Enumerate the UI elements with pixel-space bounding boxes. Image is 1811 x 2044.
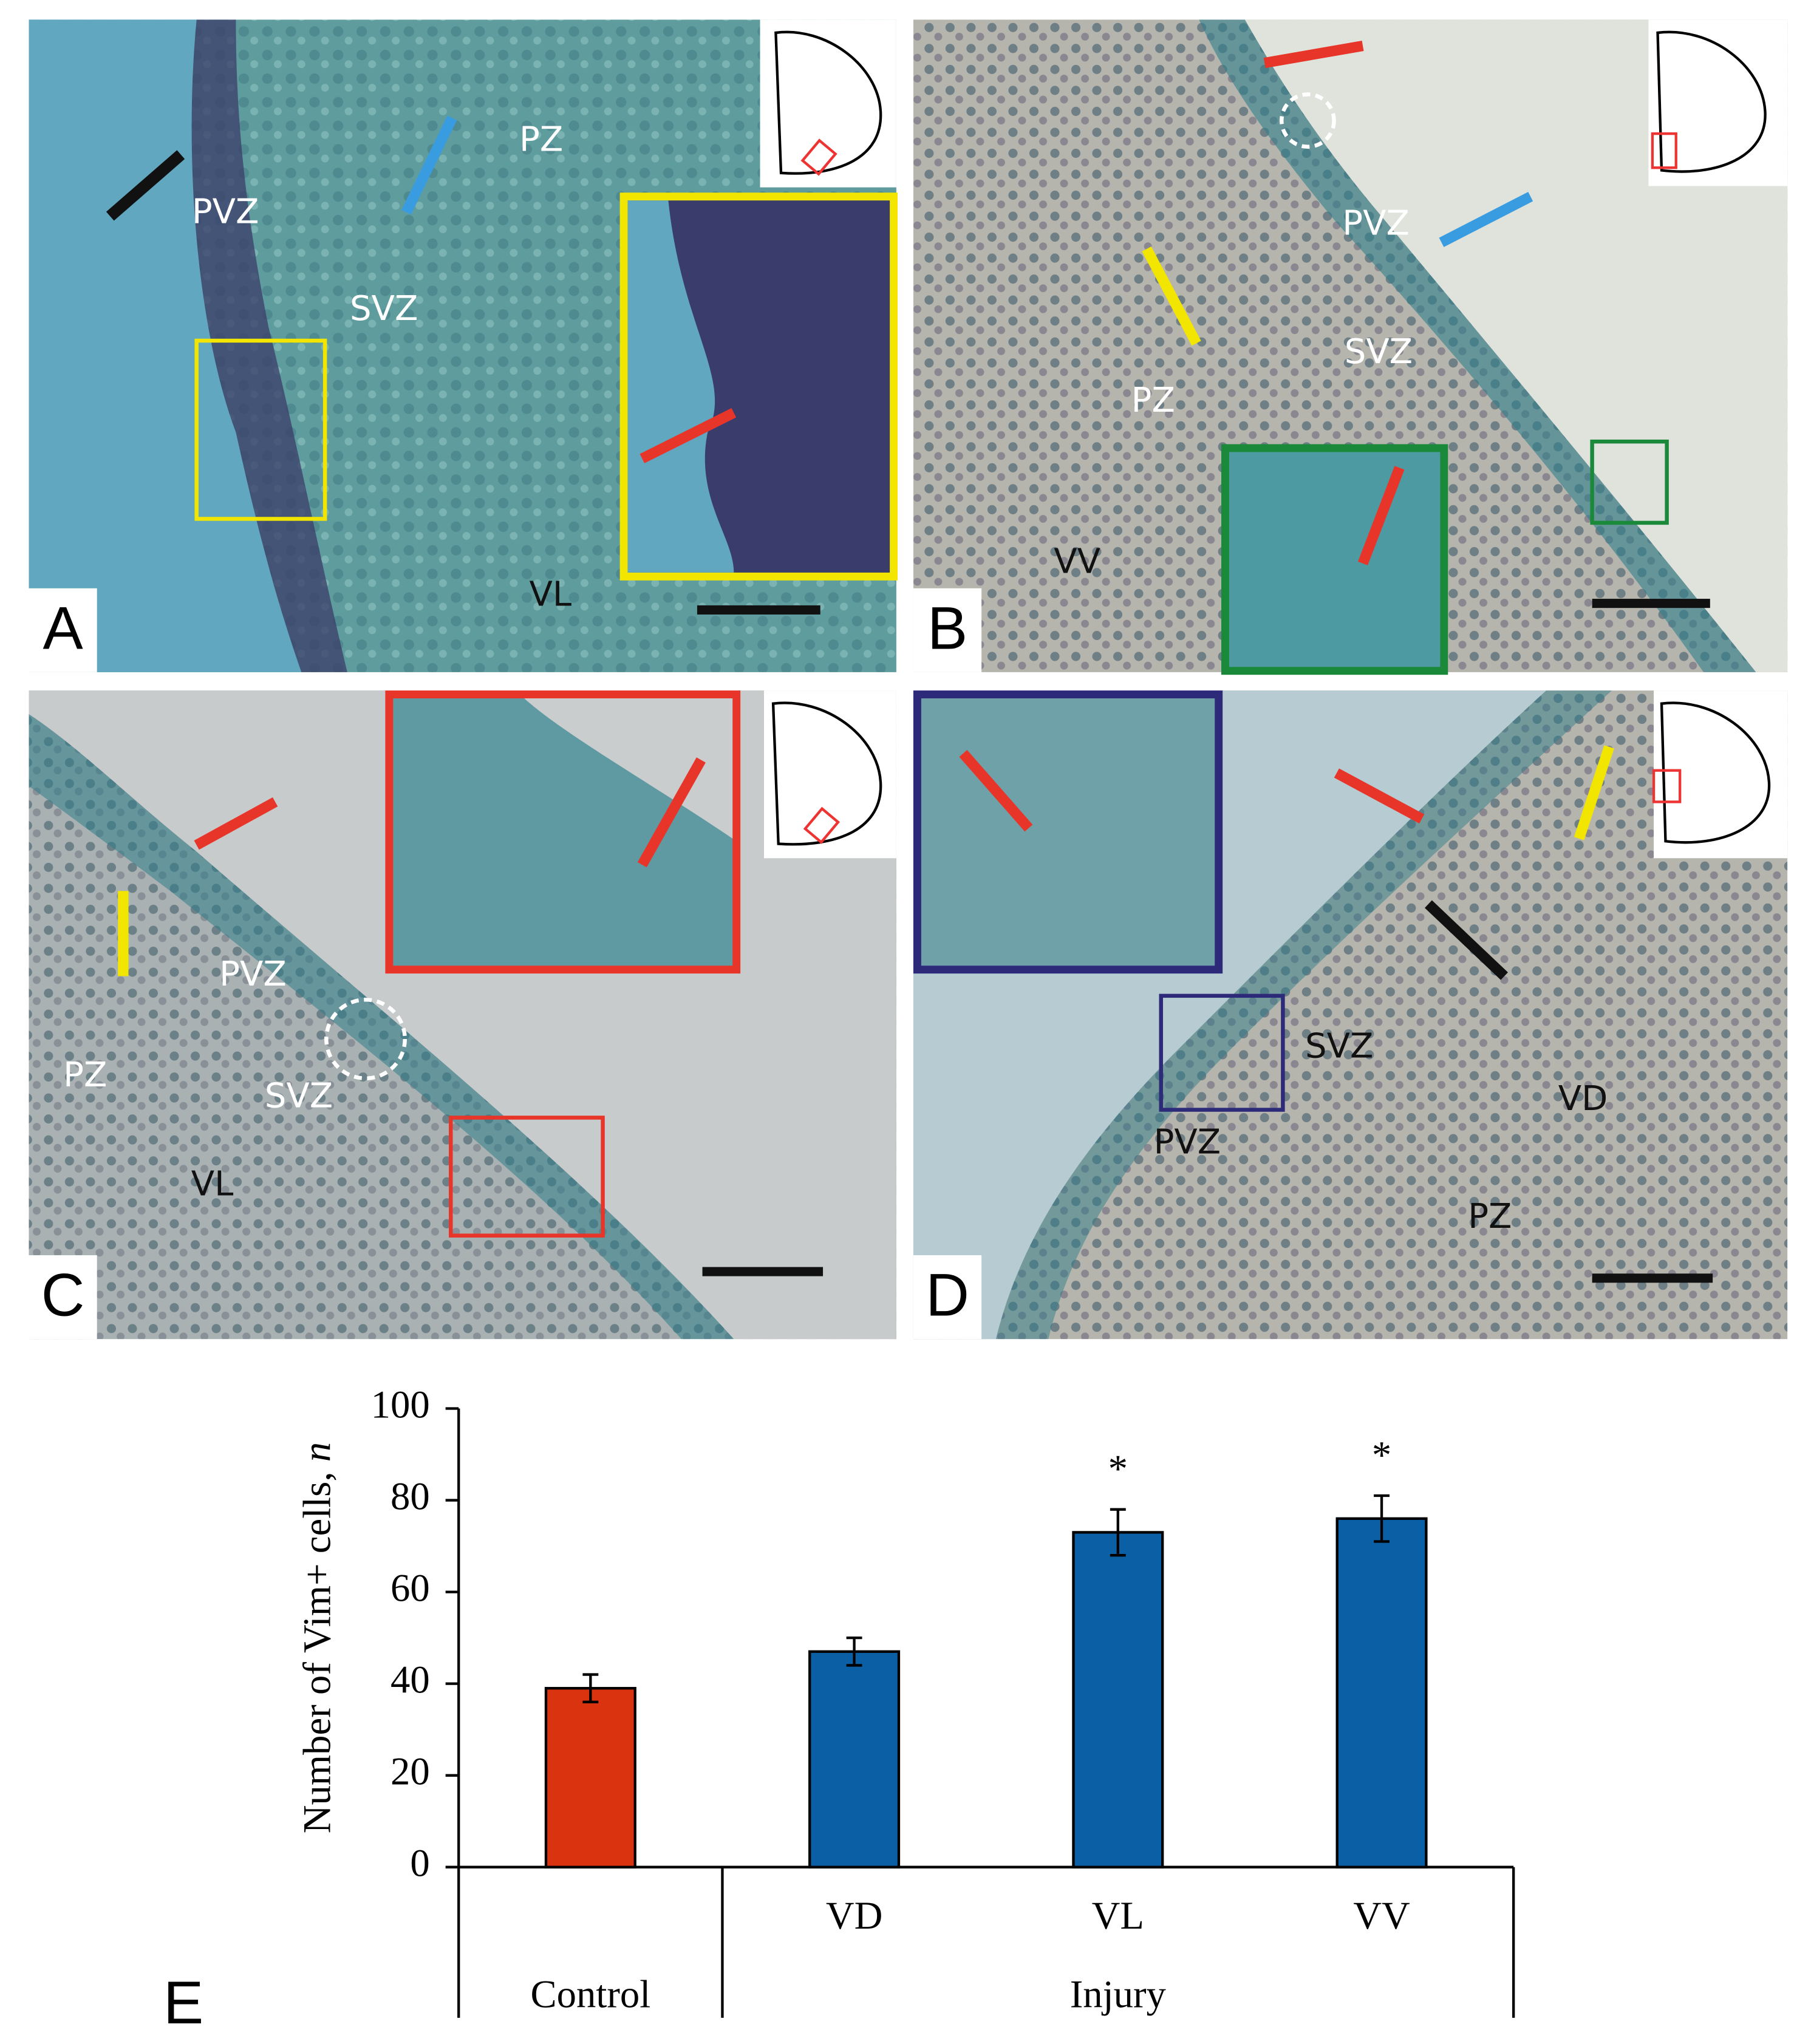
error-bar <box>1110 1508 1126 1557</box>
group-label: Injury <box>1070 1972 1167 2016</box>
brain-outline <box>774 30 882 175</box>
arrow <box>194 797 278 850</box>
scale-bar <box>702 1267 824 1276</box>
bar <box>544 1687 636 1869</box>
arrow <box>106 150 185 221</box>
inset-ventricle <box>627 200 734 573</box>
region-label: PZ <box>63 1055 107 1095</box>
scale-bar <box>1592 1273 1713 1283</box>
panel-letter: C <box>41 1262 85 1329</box>
region-label: VL <box>191 1164 234 1204</box>
region-label: PVZ <box>1154 1122 1221 1162</box>
panel-letter: D <box>926 1262 969 1329</box>
arrow <box>1357 466 1405 565</box>
layer <box>29 714 734 1340</box>
y-tick-label: 100 <box>371 1383 430 1426</box>
arrow <box>1439 191 1533 247</box>
y-axis-label: Number of Vim+ cells, n <box>296 1442 339 1833</box>
y-tick-label: 0 <box>410 1842 429 1886</box>
bar <box>808 1650 901 1869</box>
roi-box <box>194 338 327 521</box>
region-label: VD <box>1558 1079 1608 1119</box>
roi-box <box>449 1116 605 1238</box>
y-axis-label-italic: n <box>296 1442 339 1462</box>
letter-box <box>913 1255 982 1340</box>
letter-box <box>29 588 97 672</box>
region-marker <box>1651 132 1677 169</box>
significance: * <box>1108 1447 1128 1491</box>
letter-box <box>29 1255 97 1340</box>
region-label: SVZ <box>1345 332 1413 372</box>
arrow <box>1263 41 1364 69</box>
micrographs <box>29 19 1788 1340</box>
arrow <box>1334 768 1425 824</box>
region-label: SVZ <box>1305 1027 1373 1066</box>
x-tick-label: VV <box>1353 1894 1410 1938</box>
arrow <box>1574 745 1614 840</box>
y-tick-label: 40 <box>391 1658 430 1702</box>
roi-box <box>1590 439 1669 525</box>
dashed-circle <box>324 998 407 1081</box>
y-tick-label: 60 <box>391 1566 430 1610</box>
outline-box <box>760 19 896 188</box>
inset <box>1221 444 1448 675</box>
region-marker <box>1652 769 1682 803</box>
arrow <box>959 749 1033 832</box>
y-tick-label: 80 <box>391 1474 430 1518</box>
layer <box>995 690 1612 1340</box>
inset <box>913 690 1223 974</box>
group-label: Control <box>530 1972 650 2016</box>
scale-bar <box>697 605 820 615</box>
region-label: VV <box>1054 542 1100 581</box>
arrow <box>401 115 457 215</box>
region-label: PVZ <box>1342 204 1410 244</box>
layer <box>1199 19 1756 672</box>
scale-bar <box>1592 599 1710 608</box>
region-label: PVZ <box>192 192 259 231</box>
region-label: PZ <box>1131 381 1175 420</box>
error-bar <box>846 1636 862 1667</box>
inset-ventricle <box>393 698 733 839</box>
region-label: PVZ <box>219 955 287 994</box>
region-marker <box>803 806 841 845</box>
region-label: PZ <box>519 120 563 160</box>
x-tick-label: VD <box>826 1894 882 1938</box>
significance: * <box>1372 1433 1391 1477</box>
outline-box <box>1654 690 1788 859</box>
arrow <box>639 407 737 463</box>
dashed-circle <box>1280 92 1336 149</box>
y-axis-label-text: Number of Vim+ cells, <box>296 1471 339 1833</box>
region-label: VL <box>529 574 571 614</box>
brain-outline <box>1656 30 1767 173</box>
region-marker <box>800 138 837 176</box>
region-label: SVZ <box>350 289 418 329</box>
letter-box <box>913 588 982 672</box>
ventricle <box>29 19 302 672</box>
region-label: PZ <box>1468 1197 1512 1236</box>
layer <box>191 19 347 672</box>
error-bar <box>582 1673 599 1703</box>
bar <box>1335 1517 1428 1869</box>
arrow <box>637 757 706 868</box>
bar <box>1072 1531 1164 1869</box>
panel-letter: B <box>927 594 967 662</box>
arrow <box>1142 246 1201 346</box>
region-label: SVZ <box>265 1077 333 1116</box>
arrow <box>1424 900 1509 980</box>
error-bar <box>1374 1494 1390 1543</box>
panel-letter: E <box>163 1969 203 2037</box>
brain-outline <box>1660 701 1771 844</box>
x-tick-label: VL <box>1092 1894 1144 1938</box>
panel-letter: A <box>43 594 83 662</box>
roi-box <box>1159 993 1285 1112</box>
y-tick-label: 20 <box>391 1750 430 1794</box>
